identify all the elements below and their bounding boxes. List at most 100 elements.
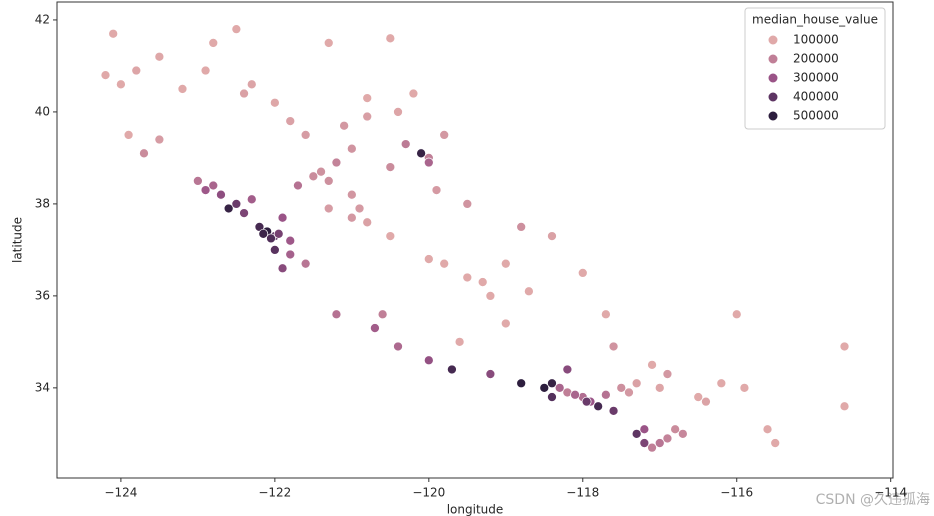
point (547, 392, 557, 402)
point (547, 231, 557, 241)
point (116, 79, 126, 90)
point (270, 245, 280, 255)
point (616, 383, 627, 393)
y-tick-label: 42 (35, 12, 50, 26)
plot-frame (56, 1, 894, 479)
point (716, 378, 727, 389)
point (601, 389, 611, 400)
point (362, 217, 373, 228)
point (477, 277, 488, 287)
point (200, 185, 211, 195)
point (370, 323, 380, 333)
point (554, 383, 565, 393)
point (346, 143, 357, 154)
point (608, 341, 619, 352)
point (485, 291, 496, 301)
point (316, 166, 326, 177)
point (277, 212, 288, 223)
legend-label: 200000 (793, 52, 839, 66)
point (239, 208, 249, 218)
legend-marker (767, 110, 779, 122)
point (624, 387, 634, 398)
point (154, 134, 165, 145)
point (631, 428, 642, 439)
point (693, 392, 704, 402)
point (677, 428, 688, 439)
point (208, 38, 219, 48)
legend-label: 300000 (793, 71, 839, 85)
point (300, 258, 311, 269)
point (385, 33, 396, 44)
point (423, 254, 434, 264)
point (393, 107, 403, 117)
point (362, 93, 373, 103)
point (346, 189, 357, 200)
legend-label: 500000 (793, 109, 839, 123)
point (570, 389, 580, 400)
point (100, 70, 111, 80)
point (216, 189, 226, 200)
point (408, 88, 419, 99)
point (193, 176, 203, 186)
legend-marker (767, 91, 779, 103)
point (462, 272, 473, 283)
point (423, 355, 434, 366)
point (500, 318, 511, 329)
point (654, 383, 665, 393)
point (346, 212, 357, 223)
y-tick-label: 40 (35, 104, 50, 118)
point (339, 120, 349, 131)
point (308, 171, 319, 182)
y-tick-label: 38 (35, 196, 50, 210)
point (266, 233, 276, 244)
point (223, 203, 234, 214)
legend-marker (767, 53, 779, 65)
point (762, 424, 773, 435)
point (416, 148, 426, 159)
x-tick-label: −116 (720, 486, 753, 500)
point (231, 199, 242, 209)
point (208, 180, 219, 191)
point (354, 203, 365, 214)
point (601, 309, 611, 320)
point (123, 130, 134, 140)
point (770, 438, 781, 448)
point (323, 176, 334, 186)
point (439, 258, 450, 269)
x-tick-label: −124 (104, 486, 137, 500)
point (323, 38, 334, 48)
point (577, 268, 588, 278)
point (447, 364, 457, 375)
point (701, 396, 711, 407)
point (285, 116, 296, 126)
legend-box (744, 7, 886, 130)
legend-label: 400000 (793, 90, 839, 104)
point (562, 364, 573, 375)
point (639, 438, 650, 448)
point (131, 65, 142, 76)
point (631, 378, 642, 389)
point (516, 222, 527, 232)
point (400, 139, 411, 149)
point (231, 24, 242, 34)
point (385, 162, 396, 172)
point (246, 194, 257, 205)
point (516, 378, 527, 389)
point (608, 406, 619, 416)
x-tick-label: −122 (258, 486, 291, 500)
point (500, 258, 511, 269)
point (285, 235, 296, 246)
point (362, 111, 373, 122)
point (108, 28, 119, 39)
point (300, 130, 311, 140)
point (462, 199, 473, 209)
point (647, 442, 657, 453)
point (154, 51, 165, 62)
point (239, 88, 249, 99)
point (293, 180, 303, 191)
legend-marker (767, 72, 779, 84)
point (662, 433, 673, 444)
point (739, 383, 750, 393)
watermark: CSDN @久违孤海 (816, 492, 930, 508)
